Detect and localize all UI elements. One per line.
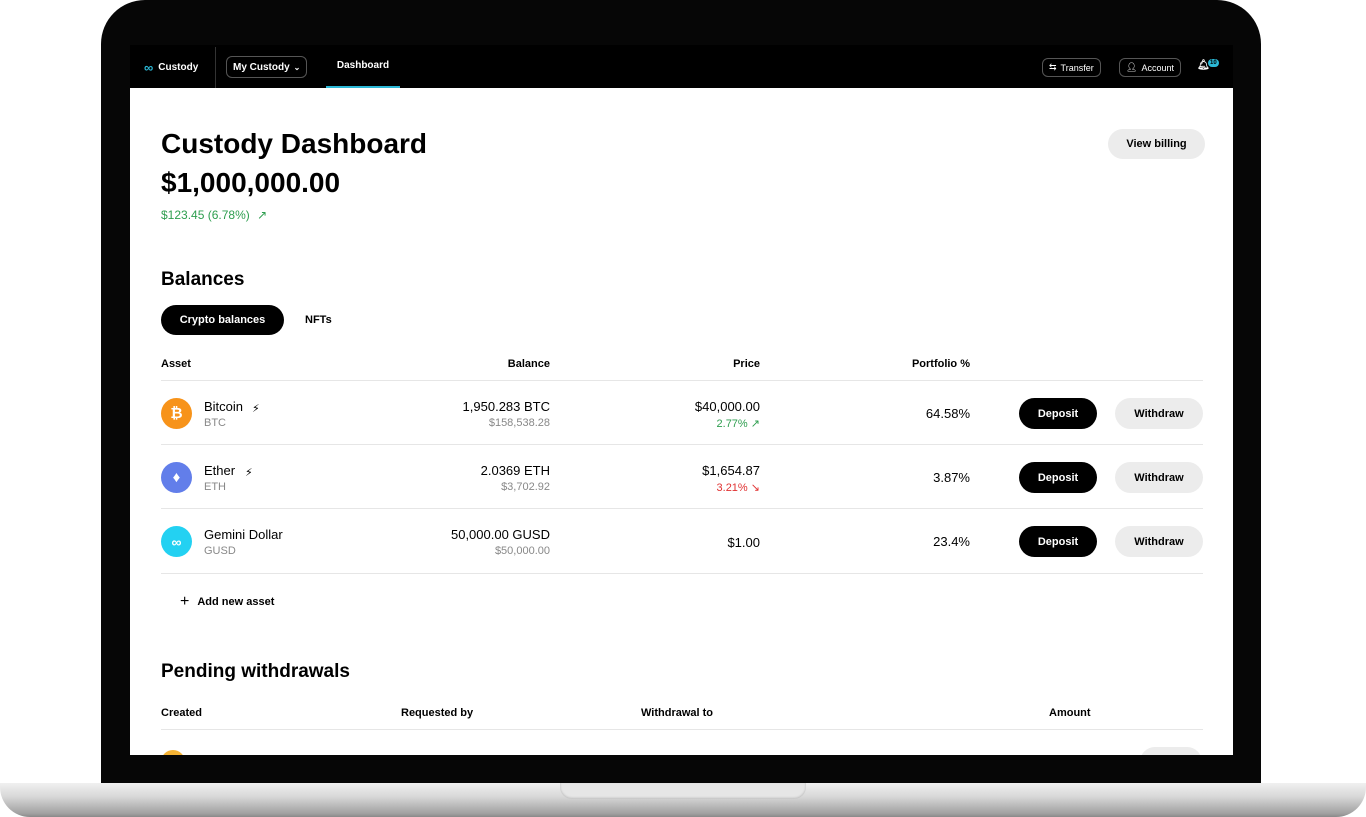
column-balance: Balance <box>507 358 550 370</box>
asset-name: Bitcoin <box>204 399 244 414</box>
nav-divider <box>215 47 216 88</box>
withdraw-button[interactable]: Withdraw <box>1115 526 1203 557</box>
asset-name: Ether <box>204 463 236 478</box>
gemini-logo-icon: ∞ <box>144 60 154 75</box>
balances-heading: Balances <box>161 269 245 290</box>
lightning-icon: ⚡︎ <box>245 467 253 479</box>
account-label: Account <box>1141 62 1174 73</box>
divider <box>161 444 1203 445</box>
deposit-button[interactable]: Deposit <box>1019 526 1097 557</box>
asset-icon <box>161 750 185 755</box>
price-change: 3.21% ↘ <box>717 481 760 494</box>
divider <box>161 508 1203 509</box>
column-asset: Asset <box>161 358 191 370</box>
withdraw-button[interactable]: Withdraw <box>1115 462 1203 493</box>
asset-price: $1.00 <box>727 535 760 550</box>
deposit-label: Deposit <box>1037 407 1079 420</box>
deposit-button[interactable]: Deposit <box>1019 398 1097 429</box>
transfer-button[interactable]: ⇆ Transfer <box>1042 58 1101 77</box>
asset-price: $40,000.00 <box>694 399 760 414</box>
gemini-dollar-icon: ∞ <box>161 526 192 557</box>
deposit-button[interactable]: Deposit <box>1019 462 1097 493</box>
balance-change-value: $123.45 (6.78%) <box>161 208 250 222</box>
table-row: ♦ Ether ETH ⚡︎ 2.0369 ETH $3,702.92 $1,6… <box>130 445 1233 509</box>
total-balance: $1,000,000.00 <box>161 167 341 198</box>
lightning-icon: ⚡︎ <box>252 403 260 415</box>
portfolio-percent: 3.87% <box>933 470 970 485</box>
asset-balance: 2.0369 ETH <box>480 463 550 478</box>
divider <box>161 573 1203 574</box>
withdraw-label: Withdraw <box>1134 471 1184 484</box>
top-nav: ∞ Custody My Custody ⌄ Dashboard ⇆ Transf… <box>130 45 1233 88</box>
view-billing-button[interactable]: View billing <box>1108 129 1205 159</box>
bell-icon[interactable]: 🔔︎ <box>1197 60 1210 71</box>
asset-symbol: GUSD <box>204 545 236 557</box>
withdraw-button[interactable]: Withdraw <box>1115 398 1203 429</box>
page-title: Custody Dashboard <box>161 128 428 159</box>
price-change-value: 3.21% <box>716 482 748 494</box>
deposit-label: Deposit <box>1037 535 1079 548</box>
asset-balance: 1,950.283 BTC <box>462 399 550 414</box>
brand-label: Custody <box>158 62 199 73</box>
chevron-down-icon: ⌄ <box>293 62 301 72</box>
arrow-up-right-icon: ↗ <box>257 208 268 222</box>
withdraw-label: Withdraw <box>1134 535 1184 548</box>
column-requested-by: Requested by <box>401 707 474 719</box>
plus-icon: + <box>180 593 190 610</box>
account-switcher[interactable]: My Custody ⌄ <box>226 56 308 78</box>
tab-label: Dashboard <box>336 60 390 71</box>
tab-nfts[interactable]: NFTs <box>305 314 332 326</box>
laptop-notch <box>560 783 806 799</box>
table-row: ∞ Gemini Dollar GUSD 50,000.00 GUSD $50,… <box>130 509 1233 573</box>
ether-icon: ♦ <box>161 462 192 493</box>
account-button[interactable]: 👤︎ Account <box>1119 58 1181 77</box>
tab-dashboard[interactable]: Dashboard <box>326 45 400 88</box>
view-billing-label: View billing <box>1126 138 1187 150</box>
asset-balance: 50,000.00 GUSD <box>450 527 550 542</box>
asset-symbol: ETH <box>204 481 226 493</box>
bitcoin-icon: ₿ <box>161 398 192 429</box>
divider <box>161 380 1203 381</box>
asset-value: $50,000.00 <box>494 545 550 557</box>
asset-price: $1,654.87 <box>702 463 760 478</box>
transfer-arrows-icon: ⇆ <box>1049 62 1057 72</box>
arrow-up-right-icon: ↗ <box>750 418 760 430</box>
portfolio-percent: 64.58% <box>925 406 970 421</box>
action-button[interactable] <box>1140 747 1202 755</box>
brand-logo[interactable]: ∞ Custody <box>144 60 198 75</box>
column-amount: Amount <box>1049 707 1091 719</box>
arrow-down-right-icon: ↘ <box>750 482 760 494</box>
user-icon: 👤︎ <box>1126 62 1138 72</box>
balance-change: $123.45 (6.78%) ↗ <box>161 208 267 222</box>
deposit-label: Deposit <box>1037 471 1079 484</box>
add-asset-label: Add new asset <box>197 596 275 608</box>
asset-value: $158,538.28 <box>488 417 550 429</box>
table-row: ₿ Bitcoin BTC ⚡︎ 1,950.283 BTC $158,538.… <box>130 381 1233 445</box>
price-change-value: 2.77% <box>716 418 748 430</box>
column-portfolio: Portfolio % <box>911 358 970 370</box>
notification-badge: 10 <box>1208 59 1219 67</box>
account-switcher-label: My Custody <box>233 61 290 73</box>
pending-withdrawals-heading: Pending withdrawals <box>161 661 350 682</box>
tab-label: Crypto balances <box>179 314 266 326</box>
column-created: Created <box>161 707 202 719</box>
add-asset-button[interactable]: + Add new asset <box>180 593 274 611</box>
price-change: 2.77% ↗ <box>717 417 760 430</box>
tab-crypto-balances[interactable]: Crypto balances <box>161 305 284 335</box>
withdraw-label: Withdraw <box>1134 407 1184 420</box>
portfolio-percent: 23.4% <box>933 534 970 549</box>
transfer-label: Transfer <box>1060 62 1094 73</box>
column-price: Price <box>733 358 760 370</box>
asset-value: $3,702.92 <box>501 481 550 493</box>
asset-name: Gemini Dollar <box>204 527 283 542</box>
asset-symbol: BTC <box>204 417 226 429</box>
screen: ∞ Custody My Custody ⌄ Dashboard ⇆ Transf… <box>130 45 1233 755</box>
column-withdrawal-to: Withdrawal to <box>641 707 714 719</box>
divider <box>161 729 1203 730</box>
